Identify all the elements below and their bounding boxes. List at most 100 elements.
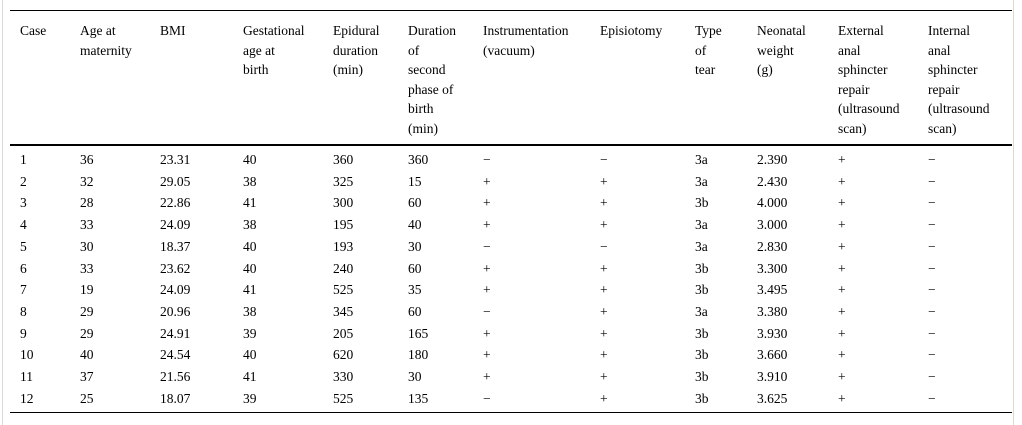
cell-gestational-age: 41 (243, 369, 257, 385)
cell-type-of-tear: 3a (695, 303, 708, 319)
cell-external-repair: + (838, 195, 846, 211)
cell-neonatal-weight: 3.930 (757, 325, 788, 341)
cell-type-of-tear: 3b (695, 347, 709, 363)
cell-episiotomy: + (600, 173, 608, 189)
cell-case: 7 (20, 282, 27, 298)
col-header-second-phase-duration: Duration of second phase of birth (min) (408, 10, 483, 146)
table-row: 2 32 29.05 38 325 15 + + 3a 2.430 + − (10, 171, 1012, 193)
cell-case: 2 (20, 173, 27, 189)
cell-internal-repair: − (928, 347, 936, 363)
cell-gestational-age: 38 (243, 173, 257, 189)
cell-bmi: 24.54 (160, 347, 191, 363)
cell-type-of-tear: 3b (695, 195, 709, 211)
cell-type-of-tear: 3a (695, 152, 708, 167)
cell-age-at-maternity: 29 (80, 325, 94, 341)
cell-bmi: 24.91 (160, 325, 191, 341)
table-body: 1 36 23.31 40 360 360 − − 3a 2.390 + − 2… (10, 145, 1012, 413)
cell-second-phase-duration: 40 (408, 217, 422, 233)
cell-case: 5 (20, 238, 27, 254)
cell-type-of-tear: 3b (695, 390, 709, 406)
cell-episiotomy: + (600, 282, 608, 298)
col-header-type-of-tear: Type of tear (695, 10, 757, 146)
cell-gestational-age: 39 (243, 390, 257, 406)
cell-internal-repair: − (928, 369, 936, 385)
cell-instrumentation: + (483, 369, 491, 385)
cell-neonatal-weight: 4.000 (757, 195, 788, 211)
cell-age-at-maternity: 19 (80, 282, 94, 298)
cell-instrumentation: − (483, 238, 491, 254)
cell-age-at-maternity: 32 (80, 173, 94, 189)
cell-episiotomy: + (600, 325, 608, 341)
cell-instrumentation: + (483, 347, 491, 363)
cell-external-repair: + (838, 325, 846, 341)
cell-gestational-age: 38 (243, 217, 257, 233)
cell-bmi: 21.56 (160, 369, 191, 385)
cell-epidural-duration: 300 (333, 195, 354, 211)
cell-case: 6 (20, 260, 27, 276)
cell-internal-repair: − (928, 282, 936, 298)
cell-second-phase-duration: 360 (408, 152, 429, 167)
cell-internal-repair: − (928, 238, 936, 254)
cell-gestational-age: 40 (243, 347, 257, 363)
cell-bmi: 22.86 (160, 195, 191, 211)
table-row: 7 19 24.09 41 525 35 + + 3b 3.495 + − (10, 279, 1012, 301)
cell-age-at-maternity: 33 (80, 217, 94, 233)
cell-bmi: 29.05 (160, 173, 191, 189)
cell-external-repair: + (838, 152, 846, 167)
cell-bmi: 24.09 (160, 282, 191, 298)
cell-neonatal-weight: 2.830 (757, 238, 788, 254)
cell-bmi: 20.96 (160, 303, 191, 319)
cell-episiotomy: − (600, 238, 608, 254)
cell-gestational-age: 41 (243, 195, 257, 211)
cell-bmi: 18.07 (160, 390, 191, 406)
table-row: 12 25 18.07 39 525 135 − + 3b 3.625 + − (10, 388, 1012, 413)
cell-age-at-maternity: 36 (80, 152, 94, 167)
cell-age-at-maternity: 25 (80, 390, 94, 406)
cell-external-repair: + (838, 303, 846, 319)
cell-case: 3 (20, 195, 27, 211)
cell-age-at-maternity: 29 (80, 303, 94, 319)
cell-instrumentation: − (483, 303, 491, 319)
clinical-cases-table-wrap: Case Age at maternity BMI Gestational ag… (10, 10, 1012, 414)
cell-type-of-tear: 3b (695, 325, 709, 341)
cell-type-of-tear: 3a (695, 173, 708, 189)
cell-epidural-duration: 360 (333, 152, 354, 167)
clinical-cases-table: Case Age at maternity BMI Gestational ag… (10, 10, 1012, 414)
col-header-neonatal-weight: Neonatal weight (g) (757, 10, 838, 146)
cell-type-of-tear: 3b (695, 260, 709, 276)
cell-epidural-duration: 193 (333, 238, 354, 254)
cell-external-repair: + (838, 217, 846, 233)
cell-internal-repair: − (928, 217, 936, 233)
cell-instrumentation: − (483, 152, 491, 167)
cell-neonatal-weight: 3.625 (757, 390, 788, 406)
cell-bmi: 24.09 (160, 217, 191, 233)
cell-neonatal-weight: 2.390 (757, 152, 788, 167)
header-row: Case Age at maternity BMI Gestational ag… (10, 10, 1012, 146)
cell-external-repair: + (838, 369, 846, 385)
cell-neonatal-weight: 3.495 (757, 282, 788, 298)
cell-external-repair: + (838, 347, 846, 363)
cell-external-repair: + (838, 238, 846, 254)
table-row: 8 29 20.96 38 345 60 − + 3a 3.380 + − (10, 301, 1012, 323)
cell-internal-repair: − (928, 303, 936, 319)
cell-second-phase-duration: 60 (408, 260, 422, 276)
cell-epidural-duration: 345 (333, 303, 354, 319)
cell-age-at-maternity: 37 (80, 369, 94, 385)
table-row: 6 33 23.62 40 240 60 + + 3b 3.300 + − (10, 258, 1012, 280)
cell-internal-repair: − (928, 260, 936, 276)
cell-bmi: 23.31 (160, 152, 191, 167)
cell-instrumentation: − (483, 390, 491, 406)
cell-external-repair: + (838, 173, 846, 189)
cell-second-phase-duration: 30 (408, 238, 422, 254)
cell-epidural-duration: 240 (333, 260, 354, 276)
table-row: 11 37 21.56 41 330 30 + + 3b 3.910 + − (10, 366, 1012, 388)
cell-instrumentation: + (483, 217, 491, 233)
cell-epidural-duration: 525 (333, 282, 354, 298)
cell-epidural-duration: 620 (333, 347, 354, 363)
cell-gestational-age: 41 (243, 282, 257, 298)
cell-neonatal-weight: 3.660 (757, 347, 788, 363)
col-header-external-repair: External anal sphincter repair (ultrasou… (838, 10, 928, 146)
cell-neonatal-weight: 3.380 (757, 303, 788, 319)
col-header-episiotomy: Episiotomy (600, 10, 695, 146)
